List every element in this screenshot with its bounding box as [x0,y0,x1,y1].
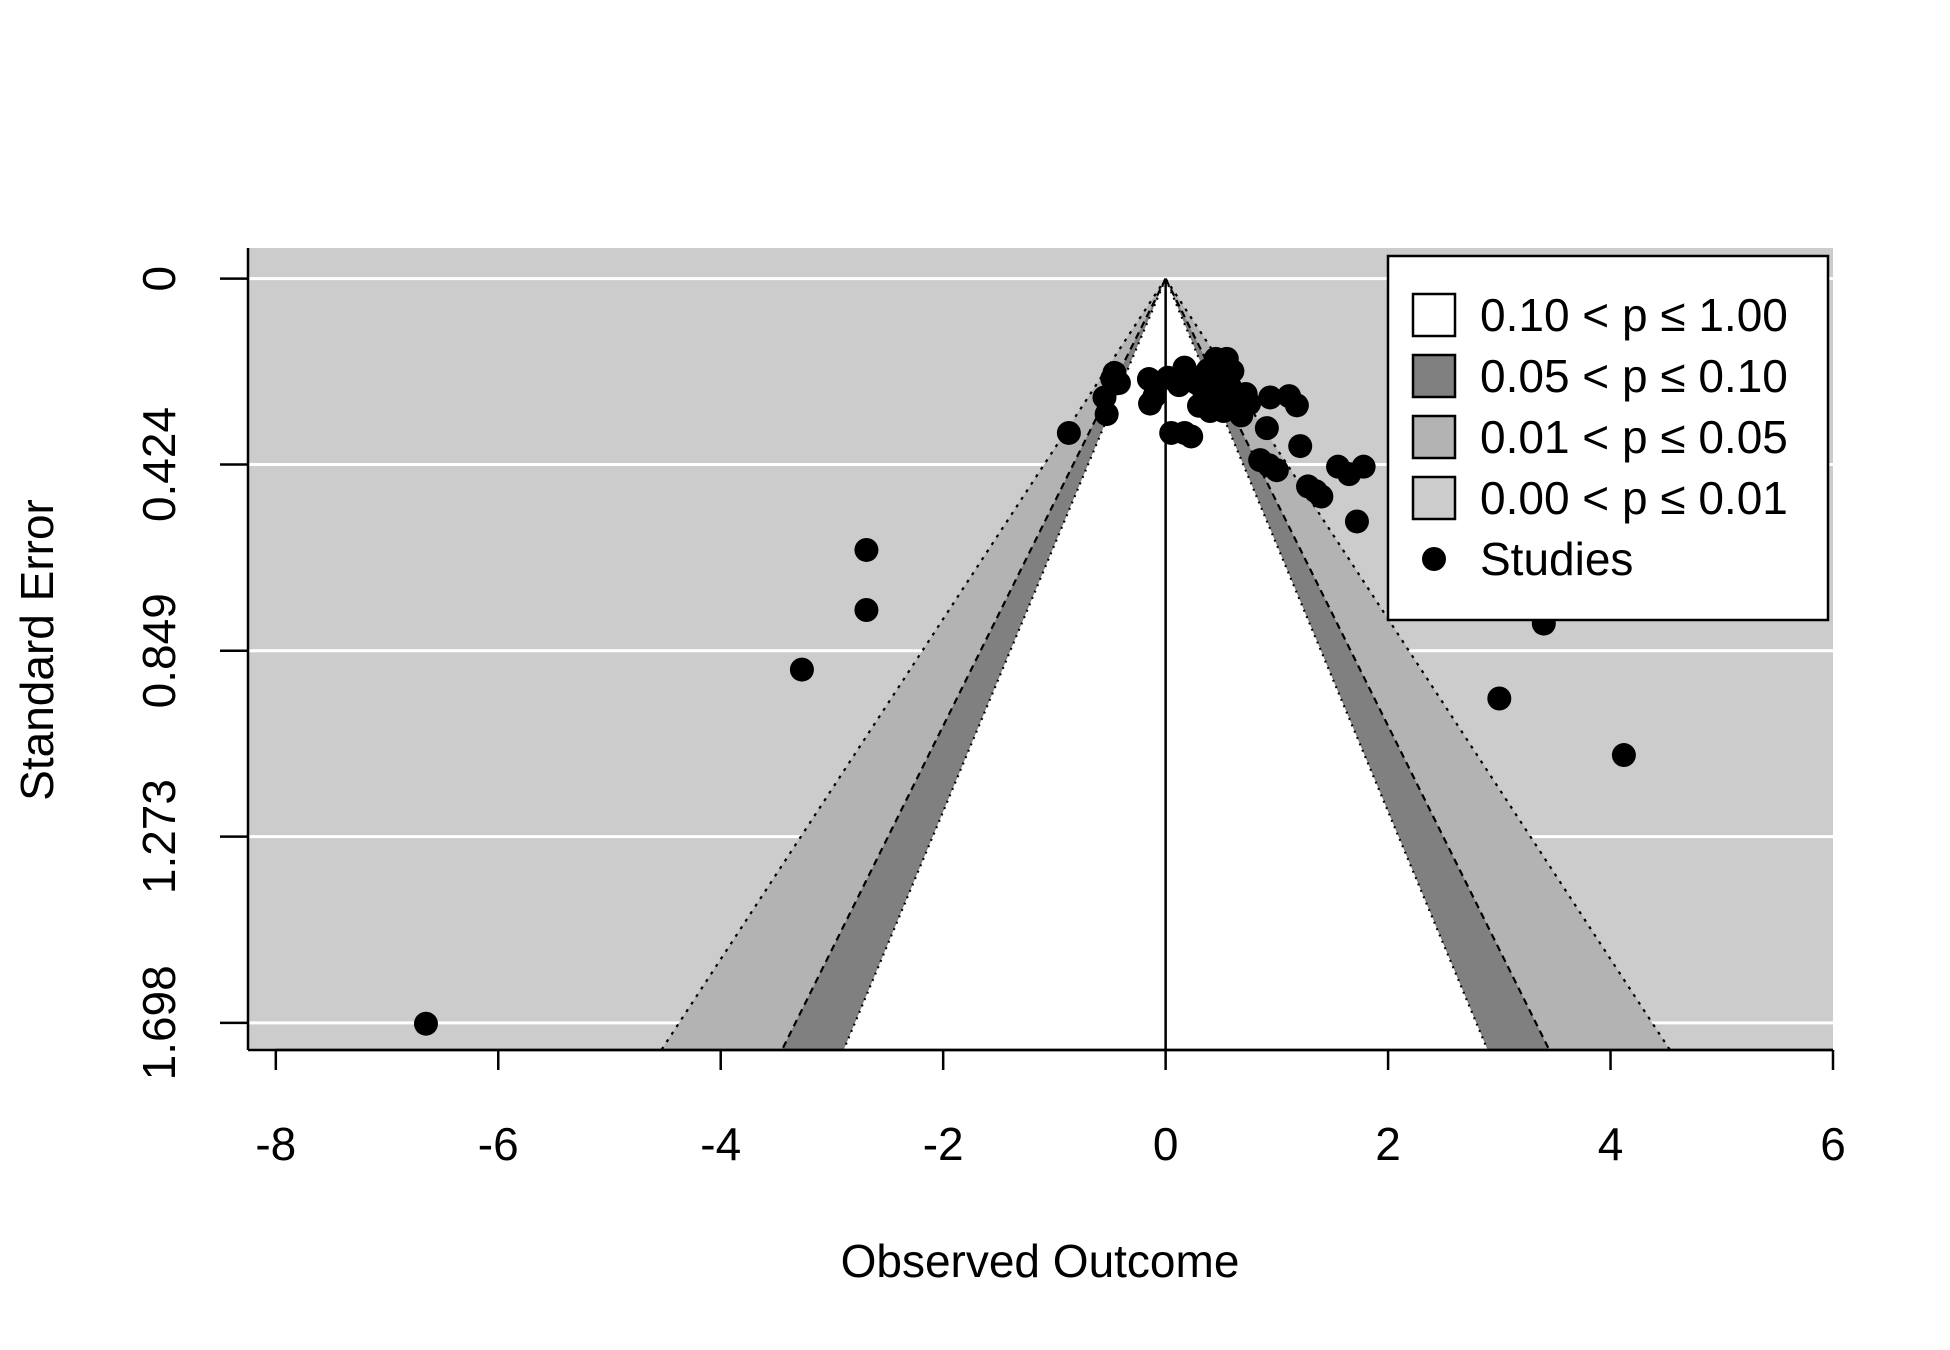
study-point-54 [1487,686,1512,711]
study-point-43 [1264,458,1289,483]
study-point-9 [1106,370,1131,395]
legend-swatch-1 [1411,353,1457,399]
y-tick-label-4: 1.698 [133,965,185,1080]
y-tick-label-1: 0.424 [133,407,185,522]
study-point-38 [1237,391,1262,416]
x-tick-label-0: -8 [255,1118,296,1170]
study-point-45 [1284,393,1309,418]
x-tick-label-3: -2 [923,1118,964,1170]
x-tick-label-5: 2 [1375,1118,1401,1170]
study-point-12 [1142,384,1167,409]
study-point-46 [1288,434,1313,459]
study-point-49 [1309,484,1334,509]
study-point-2 [854,537,879,562]
study-point-52 [1344,509,1369,534]
legend-label-0: 0.10 < p ≤ 1.00 [1480,289,1788,341]
x-tick-label-1: -6 [478,1118,519,1170]
study-point-18 [1179,424,1204,449]
x-tick-label-4: 0 [1153,1118,1179,1170]
x-tick-label-7: 6 [1820,1118,1846,1170]
legend-box [1386,254,1830,622]
study-point-56 [1611,743,1636,768]
study-point-0 [413,1011,438,1036]
x-tick-label-6: 4 [1598,1118,1624,1170]
legend-label-2: 0.01 < p ≤ 0.05 [1480,411,1788,463]
study-point-1 [789,657,814,682]
study-points [413,346,1636,1036]
x-tick-label-2: -4 [700,1118,741,1170]
legend-swatch-2 [1411,414,1457,460]
study-point-4 [1056,420,1081,445]
study-point-3 [854,597,879,622]
funnel-line-wide-left [660,278,1167,1050]
x-axis-label: Observed Outcome [841,1235,1240,1287]
legend-swatch-3 [1411,475,1457,521]
legend: 0.10 < p ≤ 1.00 0.05 < p ≤ 0.10 0.01 < p ≤… [1386,254,1830,622]
y-tick-label-3: 1.273 [133,779,185,894]
study-point-53 [1351,454,1376,479]
study-point-33 [1220,359,1245,384]
y-tick-label-2: 0.849 [133,593,185,708]
legend-label-1: 0.05 < p ≤ 0.10 [1480,350,1788,402]
study-point-42 [1258,385,1283,410]
study-point-6 [1094,402,1119,427]
axes: -8 -6 -4 -2 0 2 4 6 0 0.424 0.849 1.273 1.698 [133,248,1846,1170]
legend-swatch-0 [1411,292,1457,338]
legend-label-4: Studies [1480,533,1633,585]
legend-swatch-4 [1422,547,1446,571]
study-point-40 [1254,416,1279,441]
y-tick-label-0: 0 [133,266,185,292]
y-axis-label: Standard Error [11,499,63,801]
legend-label-3: 0.00 < p ≤ 0.01 [1480,472,1788,524]
